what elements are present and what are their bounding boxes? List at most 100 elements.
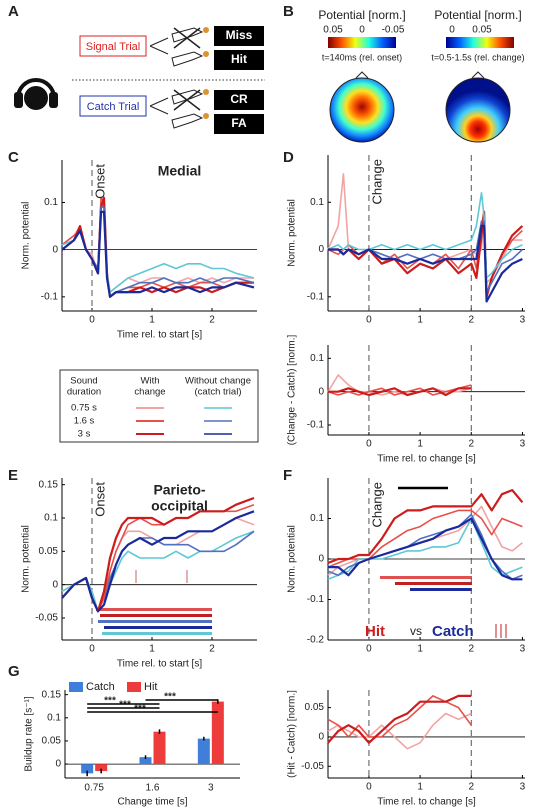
legend-header: change xyxy=(134,387,165,398)
x-tick-label: 0 xyxy=(366,782,372,793)
panel-label: D xyxy=(283,149,294,166)
bar xyxy=(197,738,210,765)
outcome-box xyxy=(214,90,264,110)
y-tick-label: 0.1 xyxy=(310,513,324,524)
series-line xyxy=(327,384,472,396)
x-tick-label: 2 xyxy=(468,315,474,326)
x-tick-label: 1 xyxy=(417,315,423,326)
colorbar xyxy=(328,37,396,48)
x-tick-label: 2 xyxy=(468,439,474,450)
signal-trial: Signal Trial xyxy=(86,41,140,53)
series-line xyxy=(327,694,472,744)
colorbar-tick: -0.05 xyxy=(382,25,405,36)
colorbar-tick: 0 xyxy=(449,25,455,36)
panel-label: A xyxy=(8,3,19,20)
y-tick-label: -0.1 xyxy=(41,291,59,302)
outcome: Miss xyxy=(226,28,253,42)
bar xyxy=(81,764,94,774)
legend-header: With xyxy=(141,376,160,387)
y-axis-label: Buildup rate [s⁻¹] xyxy=(24,696,35,772)
legend-text: vs xyxy=(410,624,422,638)
x-tick-label: 3 xyxy=(520,315,526,326)
y-tick-label: 0 xyxy=(318,386,324,397)
y-tick-label: 0.1 xyxy=(44,513,58,524)
legend-swatch xyxy=(69,682,83,692)
panel-label: F xyxy=(283,467,292,484)
topomap xyxy=(445,77,511,143)
x-tick-label: 0 xyxy=(366,644,372,655)
legend-text: Catch xyxy=(432,623,474,640)
x-tick-label: 0 xyxy=(89,315,95,326)
y-tick-label: 0 xyxy=(52,244,58,255)
outcome-box xyxy=(214,114,264,134)
panel-label: E xyxy=(8,467,18,484)
outcome: CR xyxy=(230,92,248,106)
y-tick-label: 0.05 xyxy=(39,546,59,557)
y-tick-label: 0.15 xyxy=(39,479,59,490)
colorbar-tick: 0 xyxy=(359,25,365,36)
catch-box xyxy=(79,95,147,117)
y-tick-label: -0.2 xyxy=(307,635,325,646)
y-axis-label: (Change - Catch) [norm.] xyxy=(287,334,298,445)
series-line xyxy=(327,517,523,581)
nose xyxy=(355,71,485,79)
x-tick-label: 1.6 xyxy=(146,783,160,794)
series-line xyxy=(328,517,523,581)
panel-title: occipital xyxy=(151,498,208,514)
series-line xyxy=(328,224,523,303)
panel-b: B Potential [norm.] Potential [norm.] 0.… xyxy=(283,3,525,143)
x-tick-label: 3 xyxy=(208,783,214,794)
y-tick-label: -0.1 xyxy=(307,420,325,431)
y-tick-label: 0 xyxy=(318,554,324,565)
y-axis-label: Norm. potential xyxy=(287,199,298,267)
legend-box xyxy=(59,369,259,443)
legend-label: 1.6 s xyxy=(74,416,95,427)
panel-label: C xyxy=(8,149,19,166)
x-tick-label: 2 xyxy=(468,782,474,793)
series-line xyxy=(327,712,472,750)
event-annotation: Onset xyxy=(92,482,107,517)
legend-label: Catch xyxy=(86,681,115,693)
x-tick-label: 2 xyxy=(209,644,215,655)
x-tick-label: 1 xyxy=(417,439,423,450)
colorbar-tick: 0.05 xyxy=(323,25,343,36)
y-tick-label: 0 xyxy=(52,579,58,590)
hand-icons xyxy=(149,27,209,129)
legend-label: 0.75 s xyxy=(71,403,97,414)
x-axis-label: Time rel. to change [s] xyxy=(377,454,476,465)
y-tick-label: 0 xyxy=(318,732,324,743)
legend-text: Hit xyxy=(365,623,385,640)
y-tick-label: 0.1 xyxy=(310,197,324,208)
y-axis-label: Norm. potential xyxy=(21,202,32,270)
y-tick-label: 0 xyxy=(318,244,324,255)
legend-header: Sound xyxy=(70,376,97,387)
series-line xyxy=(327,509,523,568)
x-tick-label: 2 xyxy=(209,315,215,326)
panel-a: A Signal Trial Catch Trial Miss Hit CR F… xyxy=(8,3,265,134)
y-tick-label: 0.15 xyxy=(42,689,62,700)
legend-swatch xyxy=(127,682,141,692)
y-tick-label: 0 xyxy=(55,759,61,770)
catch-trial: Catch Trial xyxy=(87,101,140,113)
y-tick-label: -0.1 xyxy=(307,291,325,302)
y-tick-label: 0.05 xyxy=(305,702,325,713)
bar xyxy=(95,764,108,772)
series-line xyxy=(327,192,523,279)
legend-header: Without change xyxy=(185,376,251,387)
map-title: Potential [norm.] xyxy=(318,8,405,22)
y-tick-label: 0.1 xyxy=(310,353,324,364)
outcome-box xyxy=(214,26,264,46)
y-axis-label: Norm. potential xyxy=(21,525,32,593)
x-tick-label: 3 xyxy=(520,644,526,655)
series-line xyxy=(328,387,472,397)
x-axis-label: Time rel. to start [s] xyxy=(117,659,202,670)
x-tick-label: 1 xyxy=(149,644,155,655)
panel-label: B xyxy=(283,3,294,20)
y-tick-label: -0.05 xyxy=(35,613,58,624)
legend-header: (catch trial) xyxy=(195,387,242,398)
topomap xyxy=(329,77,395,143)
y-tick-label: 0.1 xyxy=(47,712,61,723)
panel-label: G xyxy=(8,663,20,680)
